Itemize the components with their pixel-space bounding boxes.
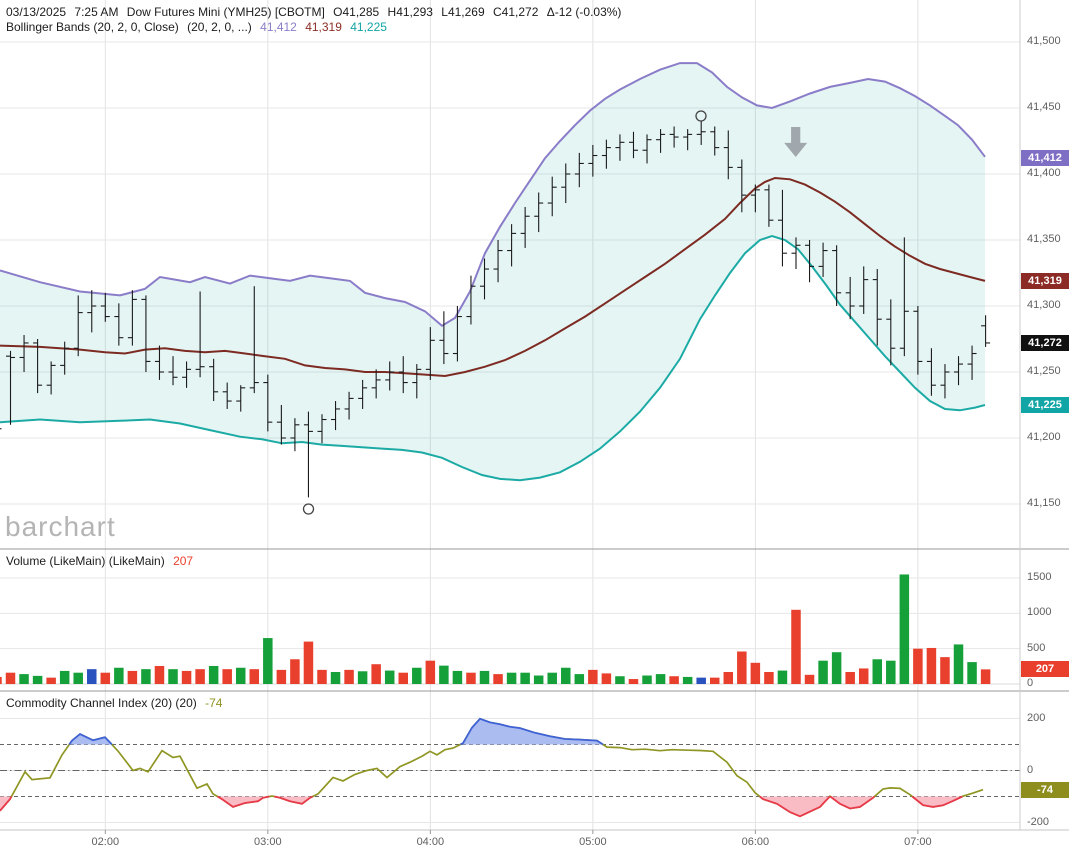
down-arrow-marker bbox=[784, 127, 808, 157]
quote-high: H41,293 bbox=[387, 5, 433, 19]
price-axis-label: 41,400 bbox=[1027, 167, 1061, 179]
price-badge: 41,225 bbox=[1021, 397, 1069, 413]
volume-study-label: Volume (LikeMain) (LikeMain) bbox=[6, 554, 165, 568]
time-axis-label: 02:00 bbox=[91, 836, 120, 848]
cci-value: -74 bbox=[205, 696, 223, 710]
cci-axis-label: 200 bbox=[1027, 711, 1046, 724]
bb-upper-value: 41,412 bbox=[260, 20, 297, 34]
cci-badge: -74 bbox=[1021, 781, 1069, 798]
symbol-name: Dow Futures Mini (YMH25) [CBOTM] bbox=[126, 5, 325, 19]
price-axis-label: 41,200 bbox=[1027, 431, 1061, 443]
cci-study-label: Commodity Channel Index (20) (20) bbox=[6, 696, 197, 710]
bb-lower-value: 41,225 bbox=[350, 20, 387, 34]
time-axis-label: 05:00 bbox=[579, 836, 607, 848]
time-axis-label: 04:00 bbox=[416, 836, 445, 848]
price-badge: 41,272 bbox=[1021, 334, 1069, 351]
price-axis-label: 41,350 bbox=[1027, 233, 1061, 245]
volume-axis-label: 1000 bbox=[1027, 606, 1052, 619]
quote-date: 03/13/2025 bbox=[6, 5, 67, 19]
price-badge: 41,412 bbox=[1021, 150, 1069, 167]
time-axis-label: 06:00 bbox=[741, 836, 770, 848]
volume-axis-label: 500 bbox=[1027, 641, 1046, 654]
volume-value: 207 bbox=[173, 554, 194, 568]
volume-axis-label: 1500 bbox=[1027, 570, 1052, 583]
price-axis-label: 41,450 bbox=[1027, 101, 1061, 113]
bb-middle-value: 41,319 bbox=[305, 20, 342, 34]
quote-low: L41,269 bbox=[441, 5, 485, 19]
volume-header: Volume (LikeMain) (LikeMain) 207 bbox=[6, 554, 198, 568]
volume-badge: 207 bbox=[1021, 661, 1069, 678]
quote-change: Δ-12 (-0.03%) bbox=[546, 5, 622, 19]
time-axis-label: 07:00 bbox=[904, 836, 932, 848]
study-line: Bollinger Bands (20, 2, 0, Close) (20, 2… bbox=[6, 20, 626, 35]
price-axis-label: 41,300 bbox=[1027, 299, 1061, 311]
barchart-watermark: barchart bbox=[5, 511, 116, 542]
price-badge: 41,319 bbox=[1021, 272, 1069, 289]
volume-axis-label: 0 bbox=[1027, 677, 1034, 689]
main-chart-header: 03/13/2025 7:25 AM Dow Futures Mini (YMH… bbox=[6, 5, 626, 35]
quote-open: O41,285 bbox=[333, 5, 380, 19]
cci-axis-label: 0 bbox=[1027, 763, 1034, 776]
quote-close: C41,272 bbox=[493, 5, 539, 19]
study-params: (20, 2, 0, ...) bbox=[187, 20, 252, 34]
quote-line: 03/13/2025 7:25 AM Dow Futures Mini (YMH… bbox=[6, 5, 626, 20]
quote-time: 7:25 AM bbox=[74, 5, 119, 19]
cci-header: Commodity Channel Index (20) (20) -74 bbox=[6, 696, 227, 710]
price-axis-label: 41,150 bbox=[1027, 497, 1061, 509]
price-axis-label: 41,500 bbox=[1027, 35, 1061, 47]
price-axis-label: 41,250 bbox=[1027, 365, 1061, 377]
cci-axis-label: -200 bbox=[1027, 815, 1050, 828]
circle-marker bbox=[302, 503, 315, 515]
circle-marker bbox=[695, 110, 707, 122]
time-axis-label: 03:00 bbox=[254, 836, 282, 848]
study-name: Bollinger Bands (20, 2, 0, Close) bbox=[6, 20, 179, 34]
